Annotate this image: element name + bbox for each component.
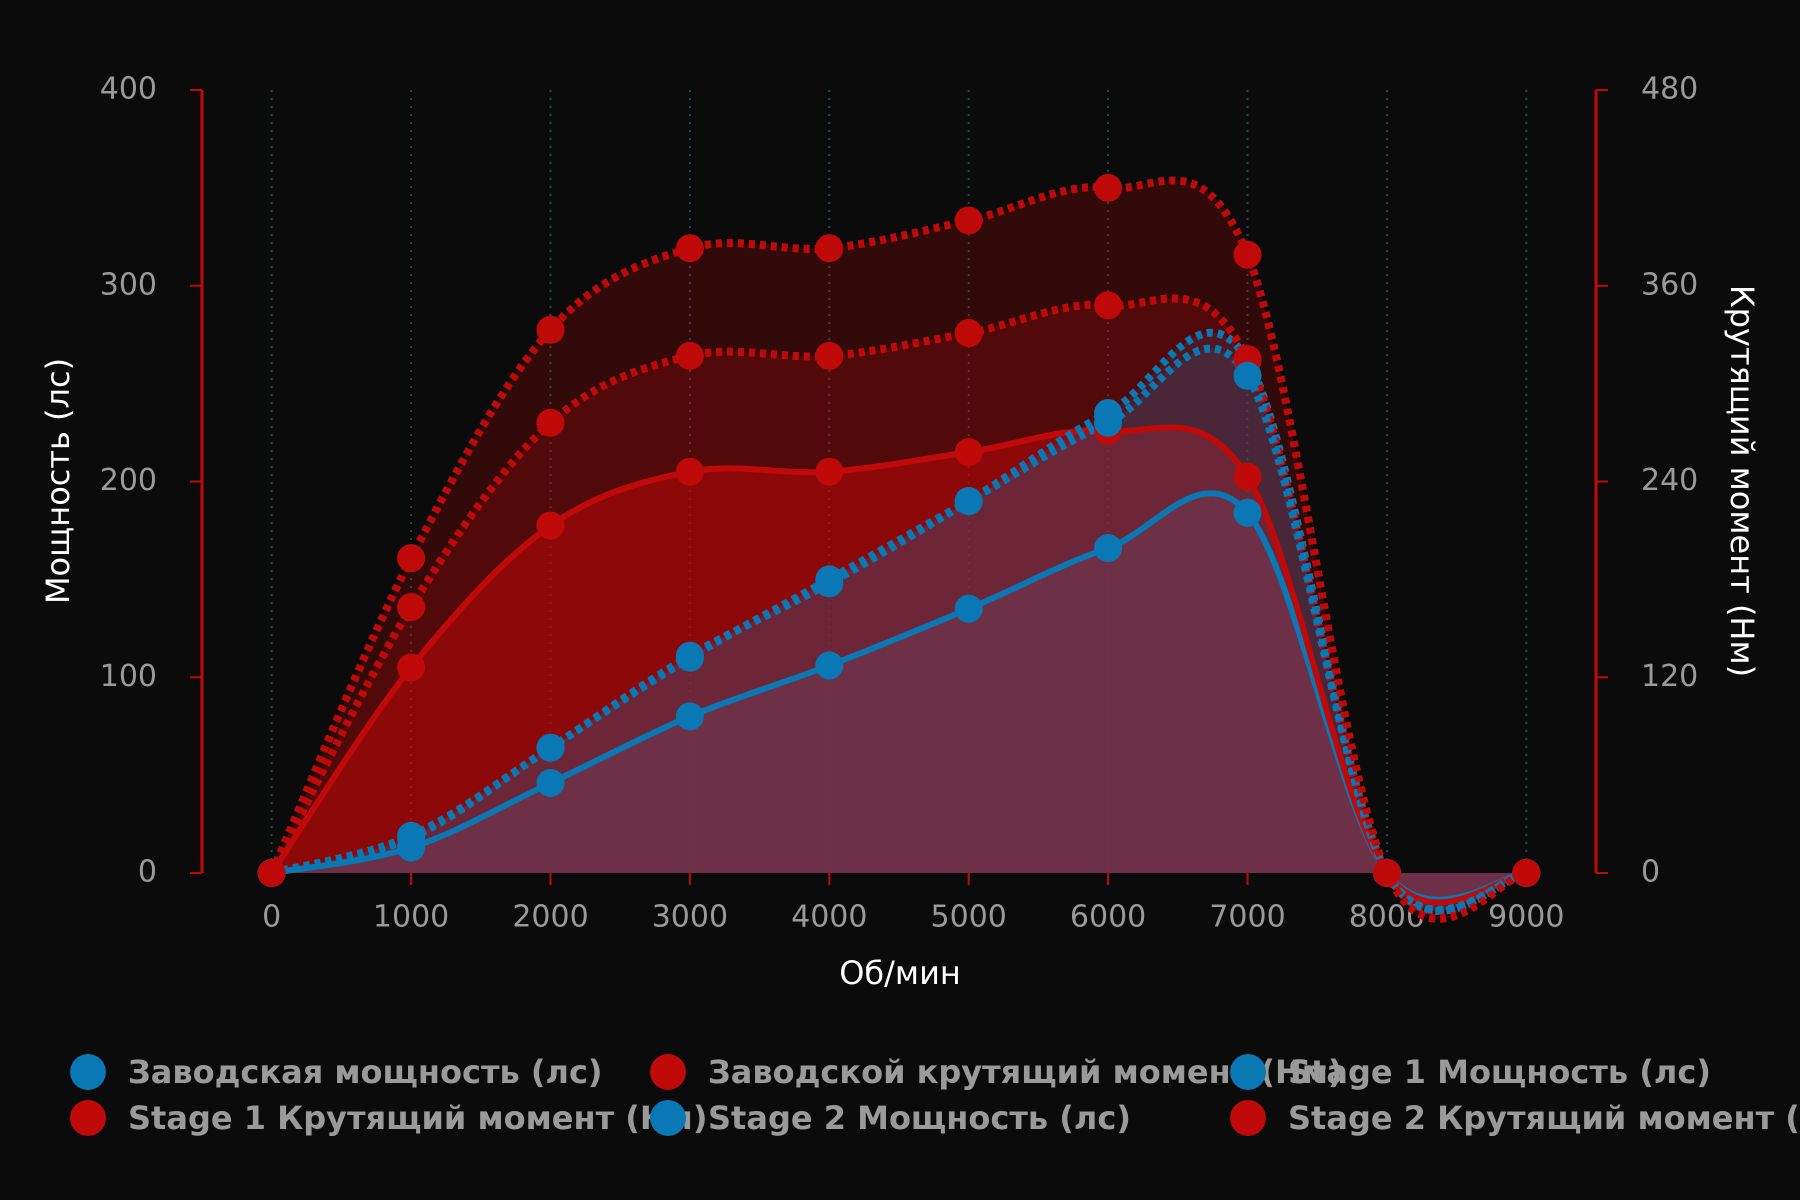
data-point — [815, 457, 844, 486]
y-tick-label: 300 — [100, 267, 157, 302]
x-tick-label: 1000 — [373, 900, 449, 935]
legend-label: Заводская мощность (лс) — [128, 1053, 603, 1091]
y-axis-title: Мощность (лс) — [39, 358, 77, 604]
data-point — [1233, 240, 1262, 269]
data-point — [954, 594, 983, 623]
data-point — [397, 544, 426, 573]
data-point — [1094, 408, 1123, 437]
legend-label: Stage 2 Крутящий момент (Нм) — [1288, 1099, 1800, 1137]
y-tick-label: 0 — [138, 855, 157, 890]
data-point — [815, 651, 844, 680]
y2-axis-title: Крутящий момент (Нм) — [1723, 285, 1761, 677]
data-point — [954, 206, 983, 235]
data-point — [397, 823, 426, 852]
x-tick-label: 5000 — [931, 900, 1007, 935]
data-point — [675, 702, 704, 731]
data-point — [675, 234, 704, 263]
data-point — [815, 565, 844, 594]
legend-marker — [650, 1100, 686, 1136]
x-tick-label: 4000 — [791, 900, 867, 935]
y-tick-label: 100 — [100, 659, 157, 694]
data-point — [1233, 498, 1262, 527]
x-tick-label: 7000 — [1209, 900, 1285, 935]
data-point — [397, 593, 426, 622]
series-area — [271, 348, 1527, 910]
data-point — [257, 859, 286, 887]
legend-label: Stage 2 Мощность (лс) — [708, 1099, 1131, 1137]
data-point — [815, 341, 844, 370]
data-point — [1512, 859, 1541, 887]
legend-marker — [1230, 1054, 1266, 1090]
data-point — [536, 408, 565, 437]
data-point — [675, 457, 704, 486]
series-area — [271, 298, 1527, 912]
data-point — [1233, 462, 1262, 491]
legend-marker — [1230, 1100, 1266, 1136]
series-line — [269, 424, 1527, 906]
data-point — [954, 487, 983, 516]
y2-tick-label: 0 — [1641, 855, 1660, 890]
data-point — [1094, 534, 1123, 563]
data-point — [675, 341, 704, 370]
data-point — [397, 653, 426, 682]
data-point — [954, 438, 983, 467]
y-tick-label: 400 — [100, 72, 157, 107]
data-point — [536, 733, 565, 762]
legend-label: Stage 1 Мощность (лс) — [1288, 1053, 1711, 1091]
data-point — [954, 319, 983, 348]
y2-tick-label: 120 — [1641, 659, 1698, 694]
x-tick-label: 2000 — [512, 900, 588, 935]
data-point — [815, 234, 844, 263]
data-point — [536, 768, 565, 797]
data-point — [1233, 361, 1262, 390]
data-point — [1094, 291, 1123, 320]
x-tick-label: 6000 — [1070, 900, 1146, 935]
series-area — [271, 180, 1527, 919]
markers — [257, 173, 1541, 887]
series-area — [271, 427, 1527, 903]
legend-marker — [70, 1054, 106, 1090]
y-tick-label: 200 — [100, 463, 157, 498]
x-tick-label: 0 — [262, 900, 281, 935]
x-axis-title: Об/мин — [839, 954, 961, 992]
y2-tick-label: 480 — [1641, 72, 1698, 107]
data-point — [675, 643, 704, 672]
data-point — [536, 511, 565, 540]
data-point — [536, 315, 565, 344]
x-tick-label: 9000 — [1488, 900, 1564, 935]
x-tick-label: 3000 — [652, 900, 728, 935]
legend-marker — [650, 1054, 686, 1090]
y2-tick-label: 360 — [1641, 267, 1698, 302]
data-point — [1372, 859, 1401, 887]
legend-label: Stage 1 Крутящий момент (Нм) — [128, 1099, 707, 1137]
data-point — [1094, 173, 1123, 202]
legend-marker — [70, 1100, 106, 1136]
y2-tick-label: 240 — [1641, 463, 1698, 498]
